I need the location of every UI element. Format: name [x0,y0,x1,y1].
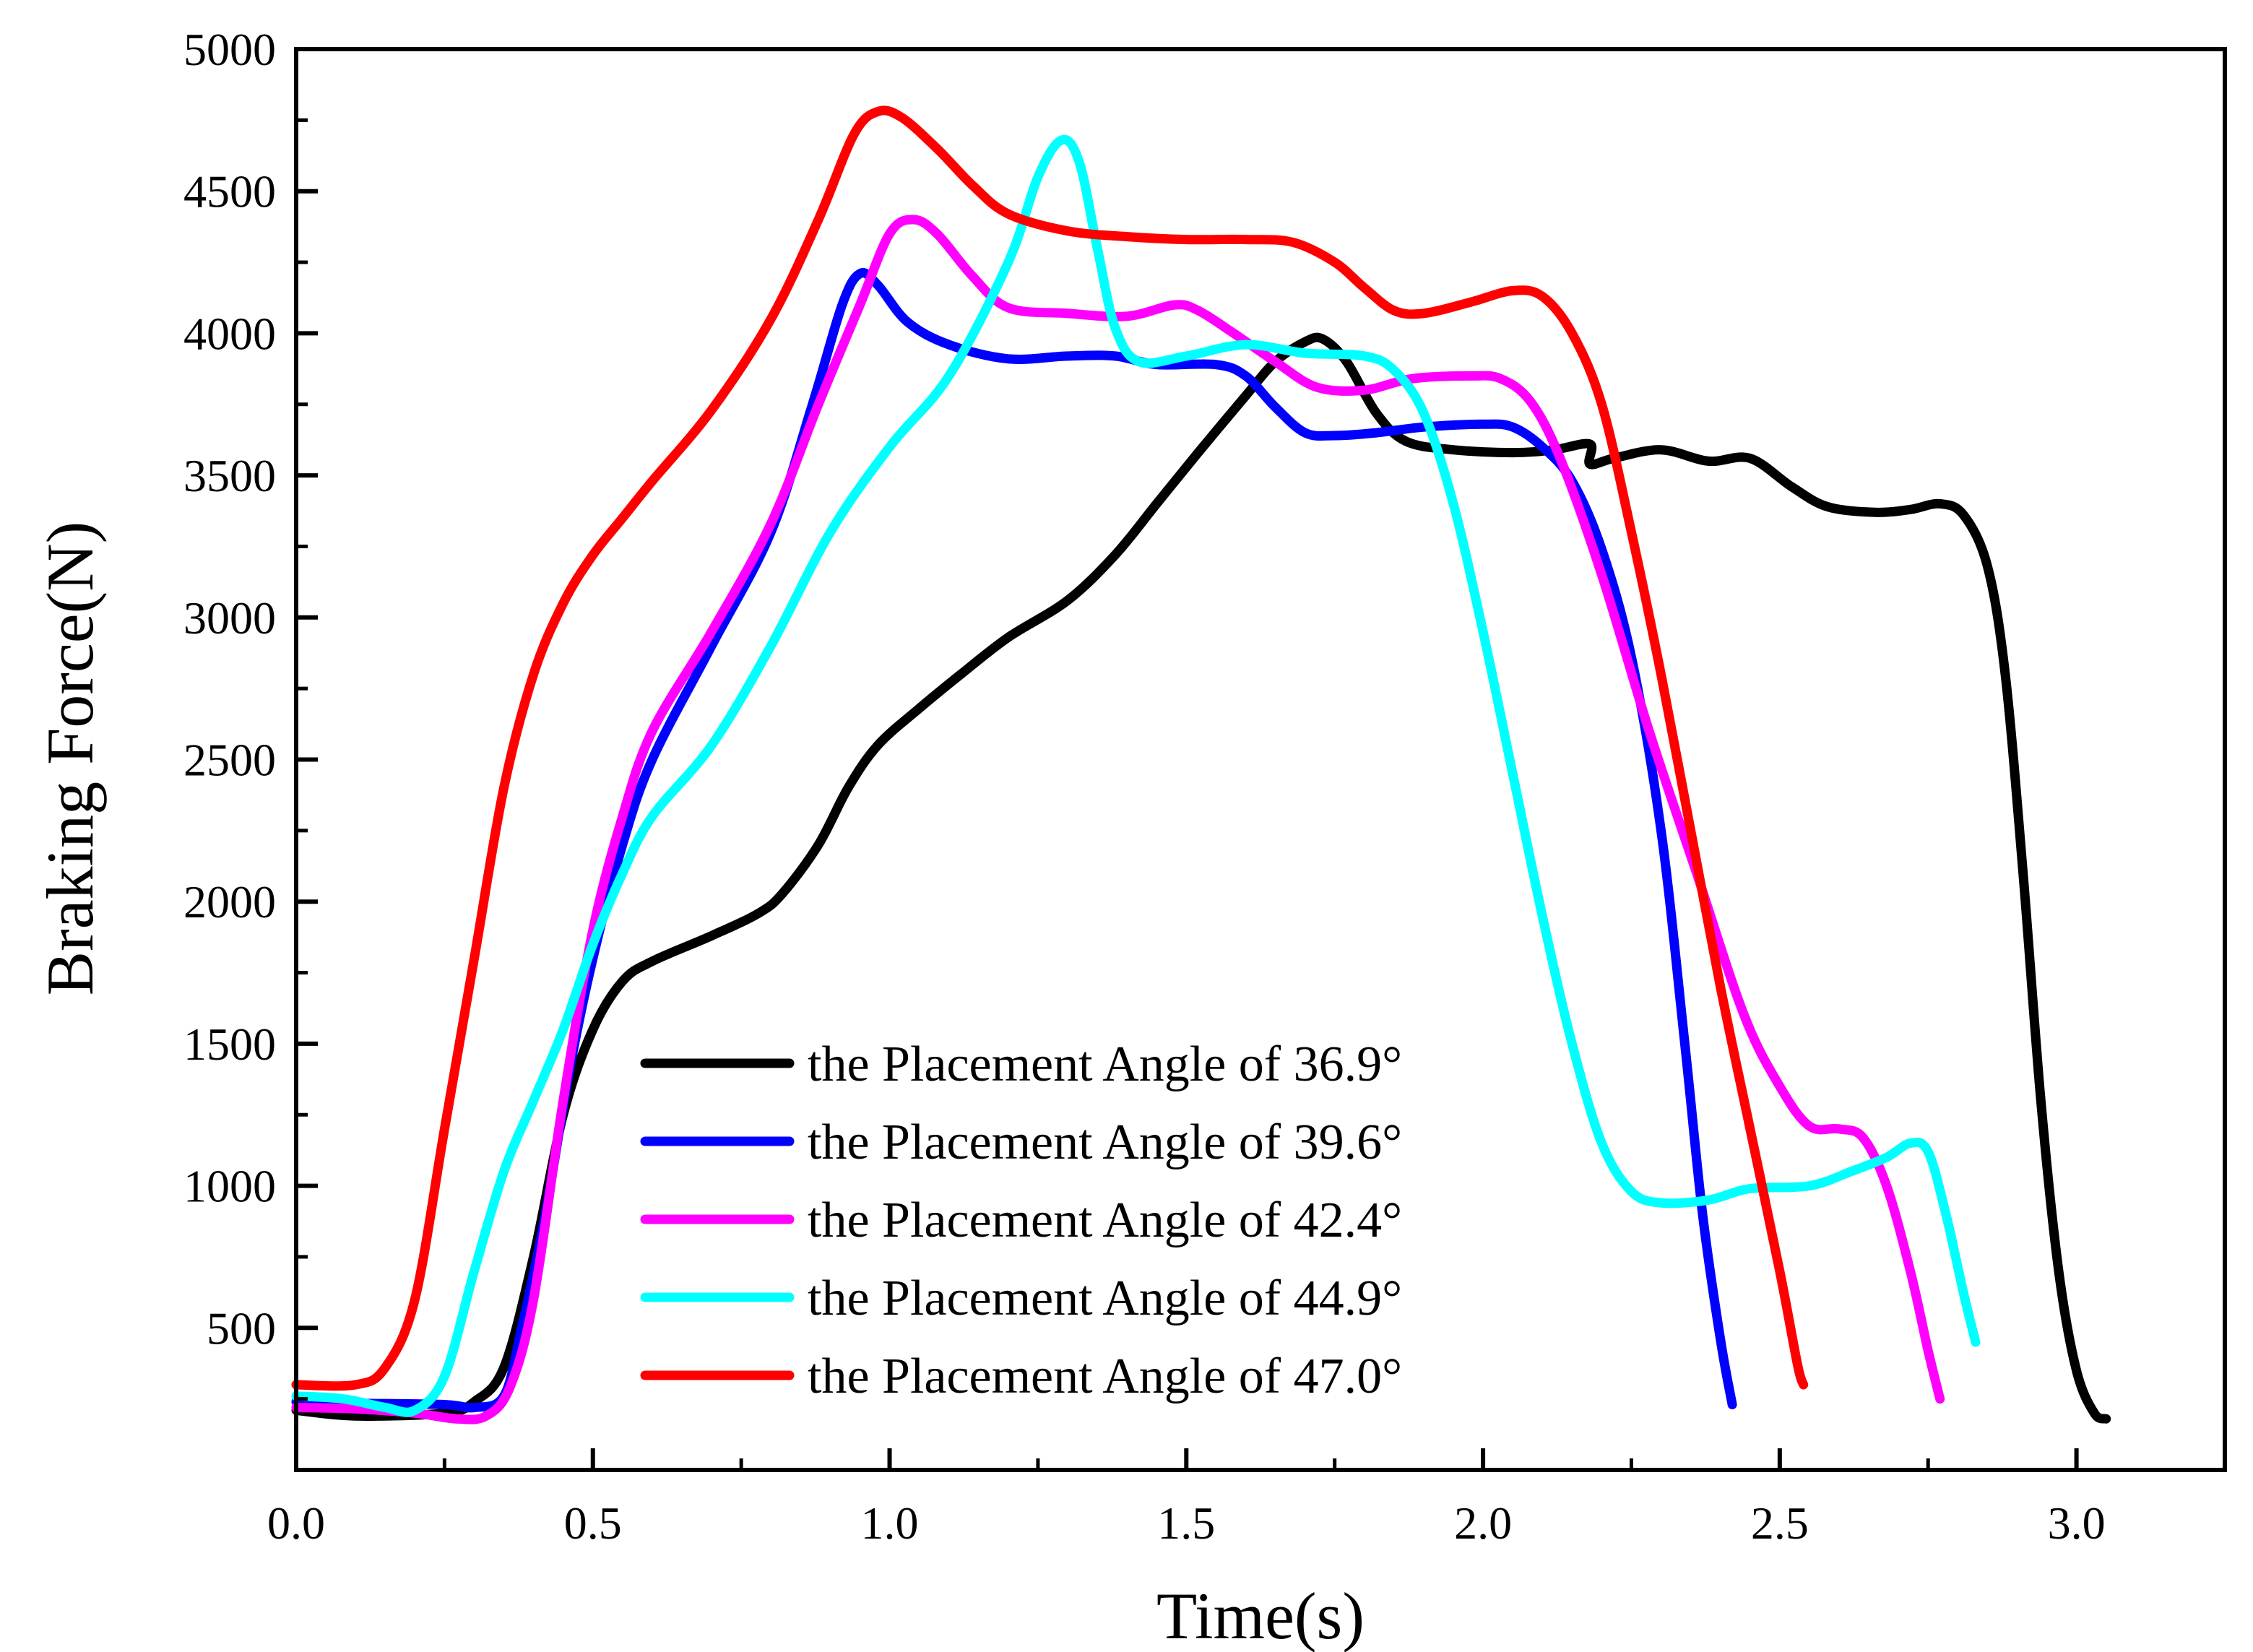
x-tick-label: 2.5 [1751,1497,1809,1549]
y-axis-title: Braking Force(N) [33,522,107,996]
series-layer [291,105,2111,1424]
y-tick-label: 3500 [183,450,276,501]
y-tick-label: 5000 [183,24,276,75]
y-tick-label: 2500 [183,735,276,786]
series-line-5 [291,105,1809,1391]
legend-label-3: the Placement Angle of 42.4° [808,1193,1402,1248]
legend: the Placement Angle of 36.9° the Placemen… [640,1037,1402,1404]
x-tick-label: 3.0 [2048,1497,2106,1549]
y-tick-label: 4000 [183,308,276,359]
y-tick-label: 1500 [183,1019,276,1070]
x-tick-label: 1.0 [861,1497,919,1549]
plot-area-frame [294,47,2227,1472]
x-tick-label: 1.5 [1157,1497,1215,1549]
x-tick-label: 0.5 [564,1497,622,1549]
ticks-layer: 0.0 0.5 1.0 1.5 2.0 2.5 3.0 500 1000 1500 2000 2500… [183,24,2227,1549]
y-tick-label: 4500 [183,166,276,217]
series-line-1 [291,332,2111,1424]
legend-label-5: the Placement Angle of 47.0° [808,1349,1402,1404]
series-line-3 [291,215,1945,1424]
y-tick-label: 1000 [183,1161,276,1212]
x-axis-title: Time(s) [1156,1579,1365,1652]
series-line-4 [291,134,1981,1417]
y-tick-label: 3000 [183,592,276,644]
legend-label-1: the Placement Angle of 36.9° [808,1037,1402,1092]
x-tick-label: 2.0 [1454,1497,1512,1549]
legend-label-2: the Placement Angle of 39.6° [808,1115,1402,1170]
legend-label-4: the Placement Angle of 44.9° [808,1271,1402,1326]
y-tick-label: 2000 [183,876,276,927]
y-tick-label: 500 [207,1302,276,1354]
x-tick-label: 0.0 [267,1497,325,1549]
